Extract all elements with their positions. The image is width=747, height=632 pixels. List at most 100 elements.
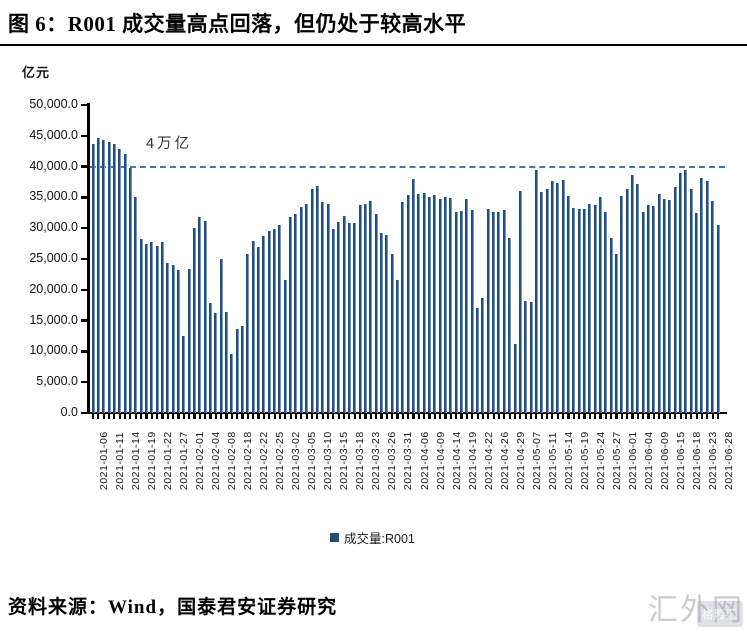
y-axis-tick — [81, 165, 87, 168]
x-axis-tick — [305, 414, 308, 419]
bar — [689, 189, 693, 413]
bar — [684, 169, 688, 413]
x-tick-label: 2021-01-11 — [114, 432, 127, 490]
bar — [267, 231, 271, 413]
x-axis-tick — [193, 414, 196, 419]
bar — [315, 186, 319, 413]
bar — [374, 214, 378, 413]
x-tick-label: 2021-03-10 — [322, 431, 335, 490]
x-tick-label: 2021-02-01 — [194, 431, 207, 490]
bar — [230, 354, 234, 413]
y-axis-tick — [81, 319, 87, 322]
bar — [209, 302, 213, 413]
x-axis-tick — [620, 414, 623, 419]
x-axis-tick — [369, 414, 372, 419]
x-tick-label: 2021-04-14 — [450, 431, 463, 490]
x-tick-label: 2021-03-26 — [386, 431, 399, 490]
bar — [102, 140, 106, 413]
bar — [705, 180, 709, 413]
x-axis-tick — [156, 414, 159, 419]
bar — [96, 137, 100, 413]
bar — [192, 227, 196, 413]
bar — [518, 191, 522, 413]
x-axis-tick — [391, 414, 394, 419]
x-axis-tick — [588, 414, 591, 419]
x-tick-label: 2021-04-22 — [482, 431, 495, 490]
x-axis-tick — [118, 414, 121, 419]
bar — [385, 234, 389, 413]
x-axis-tick — [268, 414, 271, 419]
bar — [561, 180, 565, 413]
x-axis-tick — [278, 414, 282, 419]
bar — [112, 144, 116, 413]
bar — [566, 195, 570, 413]
x-axis-tick — [188, 414, 191, 419]
x-axis-tick — [610, 414, 613, 419]
bar — [502, 209, 506, 413]
bar — [246, 254, 250, 413]
x-axis-tick — [385, 414, 388, 419]
x-tick-label: 2021-02-22 — [258, 431, 271, 490]
bar — [198, 217, 202, 413]
x-axis-tick — [284, 414, 287, 419]
x-axis-tick — [684, 414, 688, 419]
x-axis-tick — [492, 414, 495, 419]
bar — [652, 206, 656, 413]
x-tick-label: 2021-04-19 — [466, 431, 479, 490]
y-tick-label: 35,000.0 — [29, 189, 78, 204]
x-axis-tick — [529, 414, 533, 419]
bar — [716, 225, 720, 413]
x-axis-tick — [545, 414, 549, 419]
x-axis-tick — [123, 414, 127, 419]
bar — [470, 209, 474, 413]
x-axis-tick — [423, 414, 426, 419]
y-tick-label: 10,000.0 — [29, 343, 78, 358]
bar — [176, 270, 180, 413]
y-axis-tick — [81, 196, 87, 199]
watermark-text: 汇外网 — [648, 594, 744, 627]
bar — [390, 254, 394, 413]
x-axis-tick — [471, 414, 474, 419]
y-axis-unit-label: 亿元 — [22, 65, 51, 80]
x-tick-label: 2021-03-18 — [354, 431, 367, 490]
bar — [460, 210, 464, 413]
y-tick-label: 0.0 — [60, 405, 78, 419]
bar — [673, 186, 677, 413]
x-axis-tick — [663, 414, 666, 419]
reference-line-label: 4万亿 — [146, 135, 193, 152]
x-axis-tick — [236, 414, 239, 419]
bar — [128, 167, 132, 413]
bar — [283, 279, 287, 413]
x-axis-tick — [578, 414, 581, 419]
bar — [663, 198, 667, 413]
x-tick-label: 2021-06-28 — [723, 431, 735, 490]
x-axis-tick — [439, 414, 442, 419]
source-note: 资料来源：Wind，国泰君安证券研究 — [8, 597, 338, 618]
x-axis-tick — [166, 414, 169, 419]
x-axis-tick — [396, 414, 399, 419]
x-tick-label: 2021-01-06 — [98, 431, 110, 490]
bar — [241, 325, 245, 413]
bar — [422, 193, 426, 413]
x-tick-label: 2021-02-25 — [274, 431, 287, 490]
bar — [534, 170, 538, 413]
bar — [347, 222, 351, 413]
x-tick-label: 2021-01-14 — [130, 431, 143, 490]
x-axis-tick — [668, 414, 671, 419]
x-axis-tick — [257, 414, 260, 419]
bar — [257, 246, 261, 413]
x-tick-label: 2021-04-06 — [418, 431, 431, 490]
bar — [486, 208, 490, 413]
bar — [438, 198, 442, 413]
y-axis-tick — [81, 350, 87, 353]
bar — [604, 212, 608, 413]
bar — [294, 214, 298, 413]
x-axis-tick — [428, 414, 431, 419]
x-axis-tick — [700, 414, 704, 419]
bar — [657, 194, 661, 413]
x-axis-tick — [455, 414, 458, 419]
x-axis-tick — [706, 414, 709, 419]
x-axis-tick — [348, 414, 351, 419]
bar — [609, 238, 613, 413]
